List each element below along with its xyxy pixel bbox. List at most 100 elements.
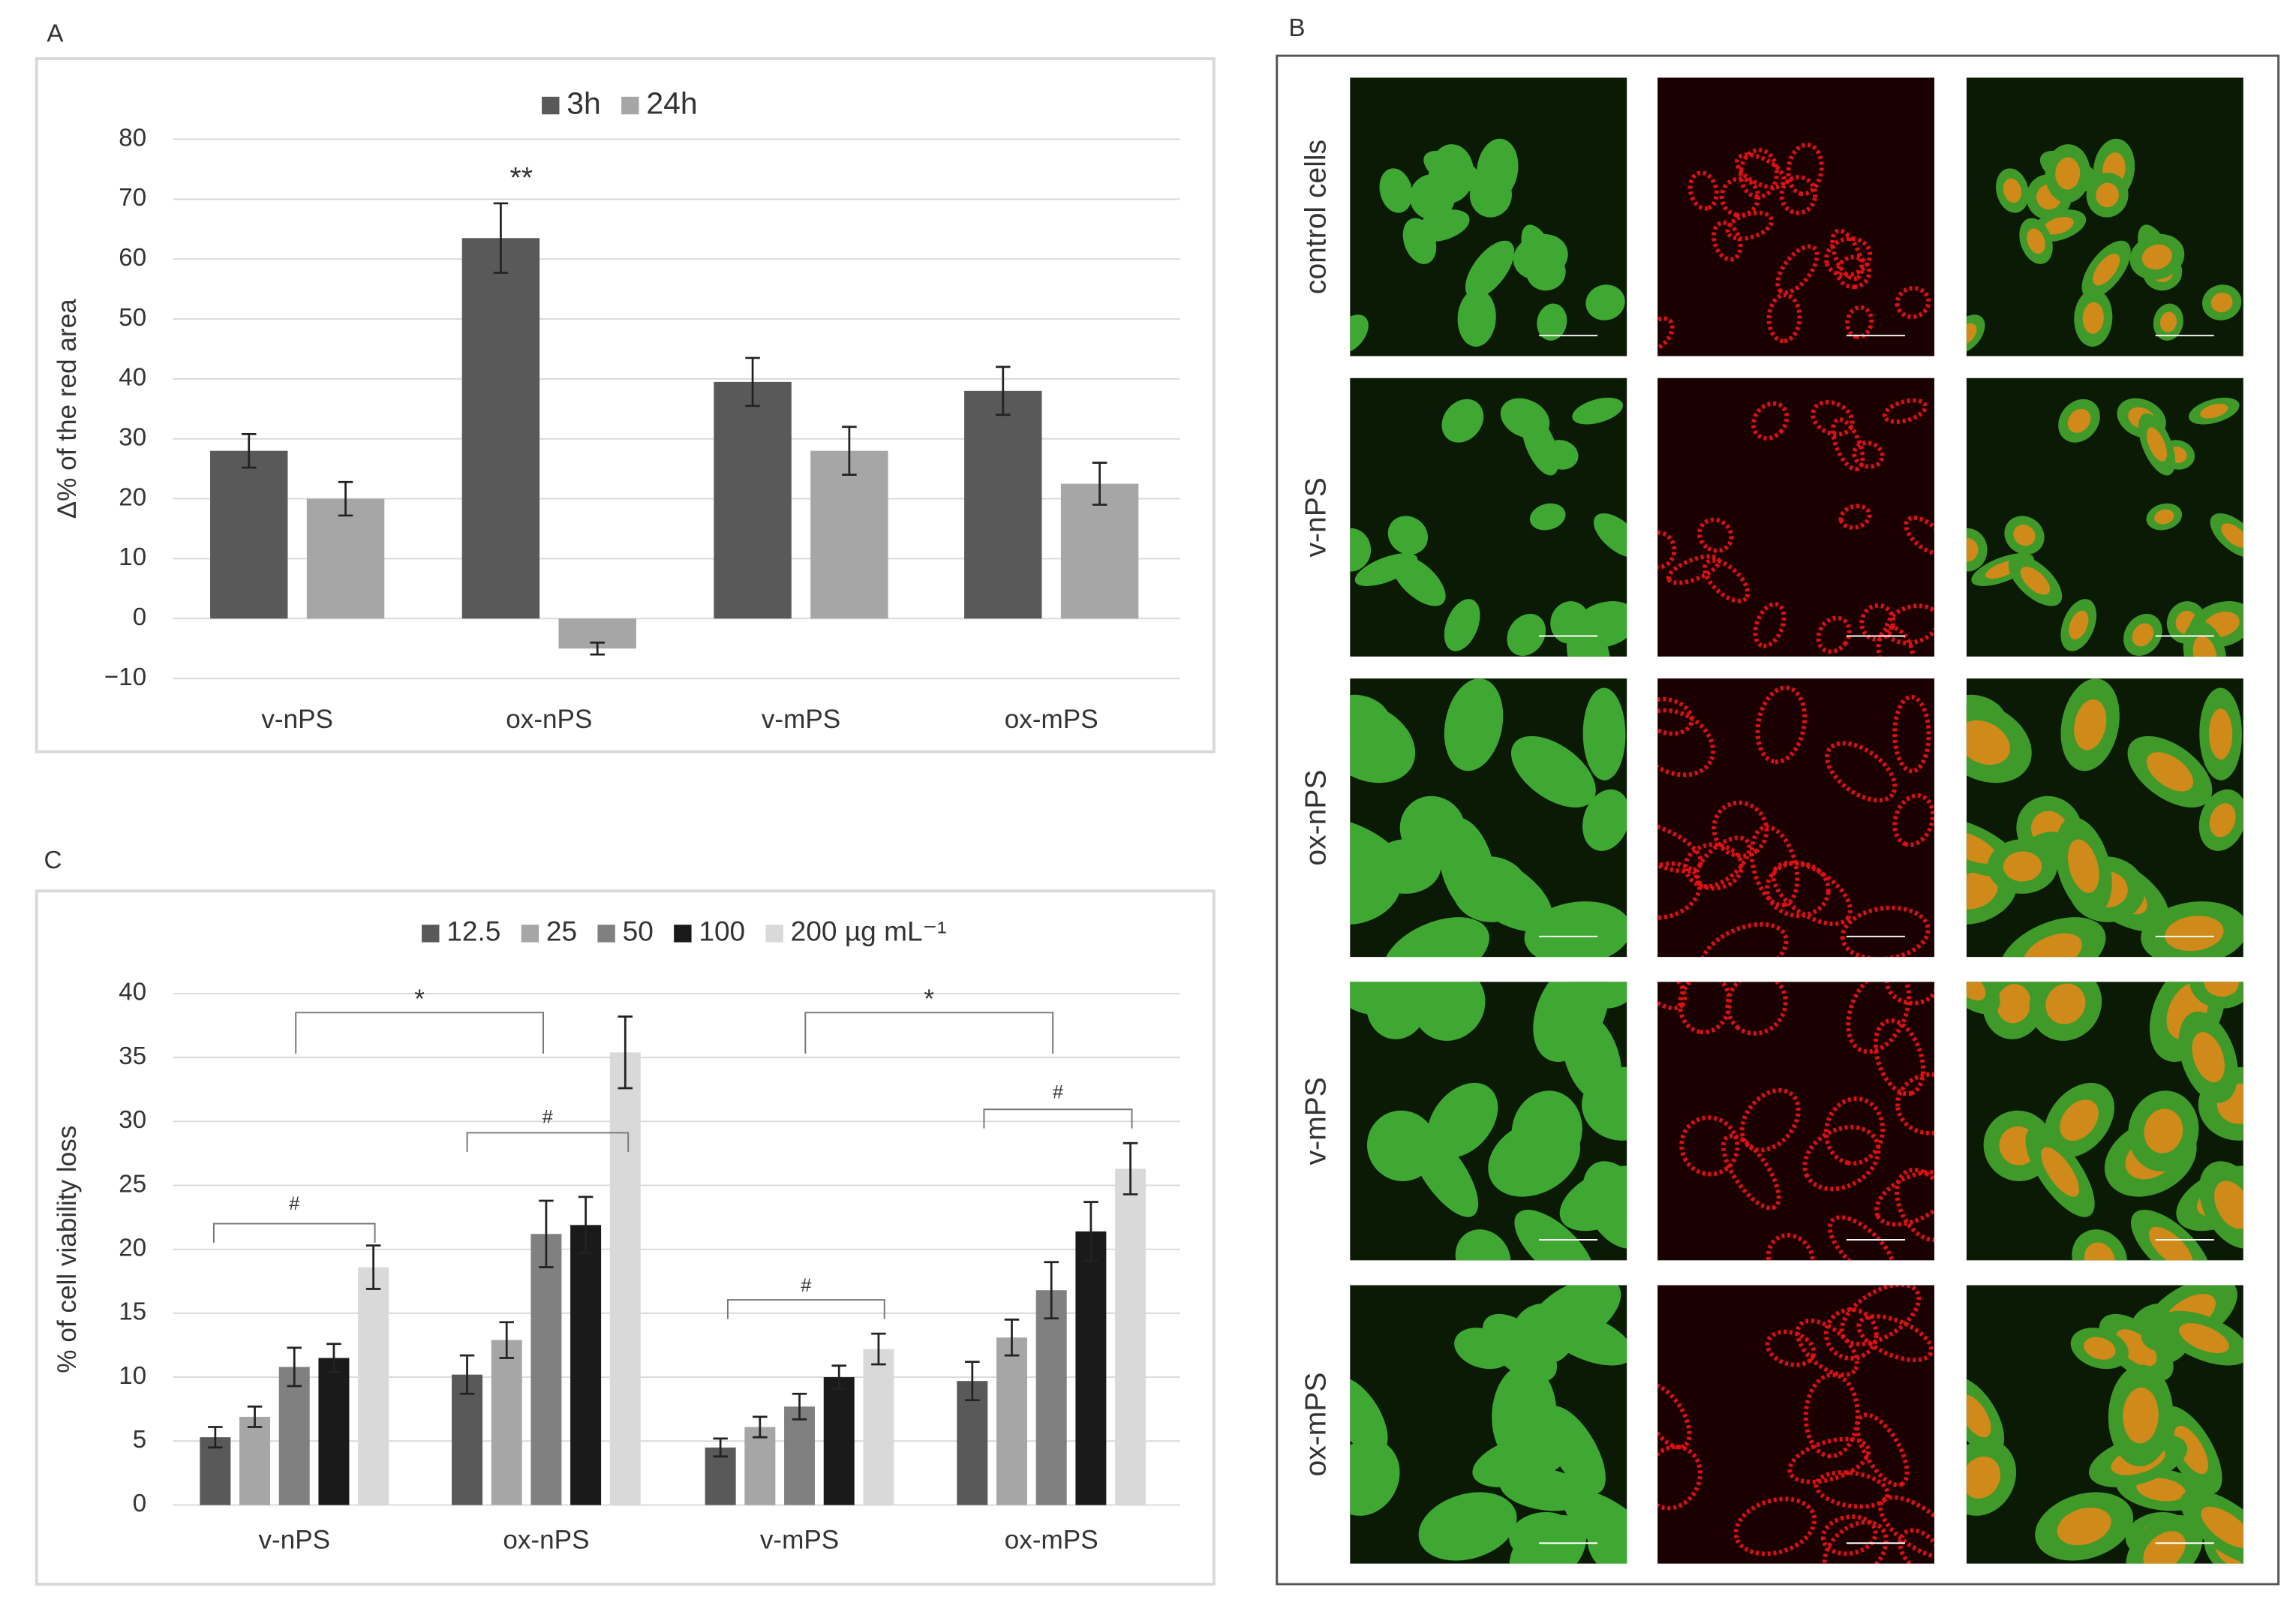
cell-core	[2074, 699, 2107, 750]
cell-core	[2084, 1242, 2115, 1261]
y-tick-label: 10	[119, 543, 146, 571]
y-tick-label: 60	[119, 244, 146, 272]
micrograph	[1350, 982, 1627, 1261]
cell	[1753, 602, 1787, 648]
cell	[1510, 735, 1596, 808]
cell-core	[2003, 851, 2042, 882]
cell	[1350, 1376, 1388, 1455]
cell	[1444, 599, 1480, 651]
cell	[1831, 417, 1865, 472]
cell-core	[2003, 178, 2022, 203]
annotation: **	[510, 162, 533, 194]
cell	[1725, 210, 1775, 241]
cell	[1543, 1406, 1606, 1494]
micrograph	[1966, 982, 2243, 1261]
row-label: v-nPS	[1300, 477, 1333, 557]
annotation: #	[1053, 1081, 1063, 1102]
annotation: #	[542, 1107, 553, 1128]
bar	[358, 1267, 389, 1505]
cell-core	[2057, 1507, 2111, 1546]
error-bar	[792, 1392, 807, 1421]
legend-swatch	[422, 925, 440, 943]
x-tick-label: v-mPS	[760, 1526, 839, 1555]
cell-core	[2201, 1506, 2243, 1548]
cell	[1387, 516, 1429, 555]
cells	[1350, 982, 1627, 1261]
cell	[1802, 1124, 1881, 1192]
cell	[1582, 687, 1626, 780]
cell	[1383, 917, 1489, 958]
cell	[1823, 1096, 1886, 1166]
cell-core	[2067, 839, 2099, 893]
micrograph	[1657, 1285, 1934, 1564]
error-bar	[326, 1343, 341, 1373]
cell	[1895, 1072, 1934, 1135]
cell-core	[2067, 408, 2091, 433]
cell	[1582, 1161, 1627, 1249]
legend-swatch	[597, 925, 615, 943]
cell	[1702, 558, 1751, 603]
annotation: #	[801, 1275, 811, 1296]
cell-core	[2179, 1323, 2229, 1354]
cell	[1438, 817, 1496, 915]
cell-core	[2069, 610, 2089, 640]
y-tick-label: 15	[119, 1298, 146, 1326]
cell	[1566, 621, 1611, 657]
cell-core	[2043, 216, 2074, 235]
cell	[1765, 1329, 1817, 1367]
cell	[1392, 555, 1446, 606]
cell	[1366, 982, 1429, 1039]
cell	[1511, 1090, 1582, 1171]
cell	[1895, 1167, 1934, 1242]
bracket	[466, 1132, 630, 1152]
y-tick-label: 40	[119, 364, 146, 392]
error-bar	[208, 1426, 223, 1449]
cells	[1350, 397, 1627, 657]
cell	[1751, 401, 1790, 441]
cell-core	[2200, 403, 2228, 419]
cell-core	[2123, 1387, 2159, 1444]
y-tick-label: 20	[119, 1234, 146, 1262]
error-bar	[499, 1321, 514, 1359]
cells	[1657, 685, 1934, 958]
cell-core	[1966, 872, 1998, 910]
y-tick-label: −10	[104, 663, 146, 691]
x-tick-label: v-nPS	[258, 1526, 330, 1555]
micrograph	[1966, 377, 2243, 657]
cell	[1827, 1215, 1896, 1261]
cell-core	[1997, 984, 2031, 1024]
cell-core	[2096, 182, 2119, 208]
legend-label: 50	[623, 916, 654, 947]
cell	[1775, 244, 1820, 295]
cell-core	[1966, 1394, 1991, 1438]
cell	[1699, 922, 1789, 958]
error-bar	[1122, 1141, 1138, 1195]
cell-core	[2020, 567, 2051, 595]
x-tick-label: ox-nPS	[503, 1526, 589, 1555]
cell	[1719, 176, 1761, 218]
cell	[1507, 613, 1546, 656]
bar	[491, 1340, 522, 1505]
cell-core	[1966, 982, 1986, 1001]
cell-core	[2144, 1108, 2183, 1153]
legend-swatch	[621, 96, 639, 115]
error-bar	[713, 1437, 728, 1458]
y-tick-label: 20	[119, 483, 146, 511]
cell-core	[2159, 311, 2177, 332]
micrograph	[1657, 377, 1934, 657]
micrograph	[1657, 77, 1934, 356]
cell	[1765, 861, 1831, 919]
cell	[1542, 1310, 1627, 1366]
micrograph-bg	[1657, 77, 1934, 356]
y-tick-label: 25	[119, 1170, 146, 1198]
cell	[1779, 175, 1818, 215]
micrograph	[1350, 77, 1627, 356]
panel-label: A	[47, 20, 64, 48]
cell-core	[2093, 253, 2120, 286]
cell	[1666, 554, 1721, 585]
error-bar	[996, 365, 1011, 417]
legend-label: 100	[699, 916, 745, 947]
cell	[1838, 504, 1872, 530]
cell	[1882, 398, 1928, 424]
